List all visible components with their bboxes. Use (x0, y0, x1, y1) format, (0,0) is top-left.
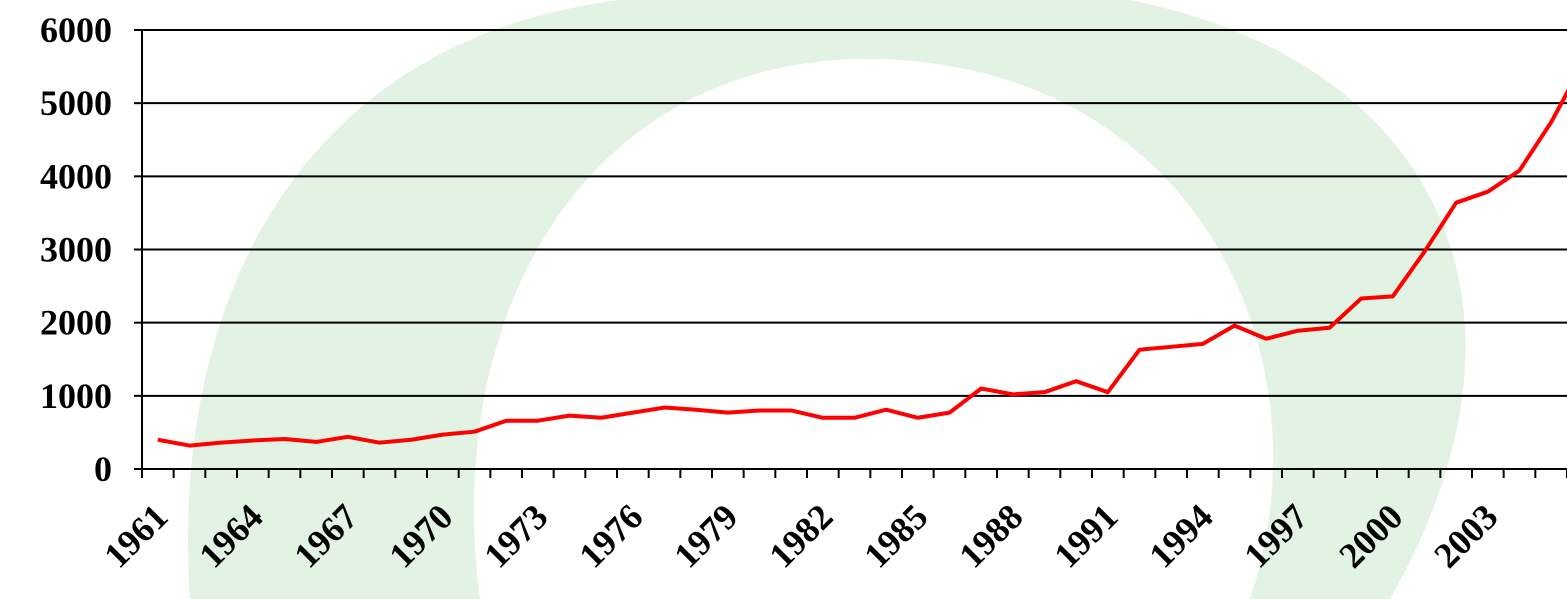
x-tick-label: 1979 (666, 496, 745, 575)
y-tick-label: 3000 (40, 230, 112, 270)
y-tick-label: 5000 (40, 83, 112, 123)
data-line (157, 88, 1567, 448)
x-tick-label: 1985 (856, 496, 935, 575)
x-tick-label: 2003 (1426, 496, 1505, 575)
y-tick-label: 0 (94, 449, 112, 489)
y-tick-label: 6000 (40, 10, 112, 50)
x-tick-label: 1961 (96, 496, 175, 575)
watermark (188, 0, 1466, 599)
y-tick-label: 4000 (40, 156, 112, 196)
y-tick-label: 1000 (40, 376, 112, 416)
x-tick-label: 1988 (951, 496, 1030, 575)
x-tick-label: 1976 (571, 496, 650, 575)
y-tick-label: 2000 (40, 303, 112, 343)
x-tick-label: 1982 (761, 496, 840, 575)
x-tick-label: 1994 (1141, 496, 1220, 575)
x-tick-label: 1973 (476, 496, 555, 575)
x-tick-label: 1991 (1046, 496, 1125, 575)
